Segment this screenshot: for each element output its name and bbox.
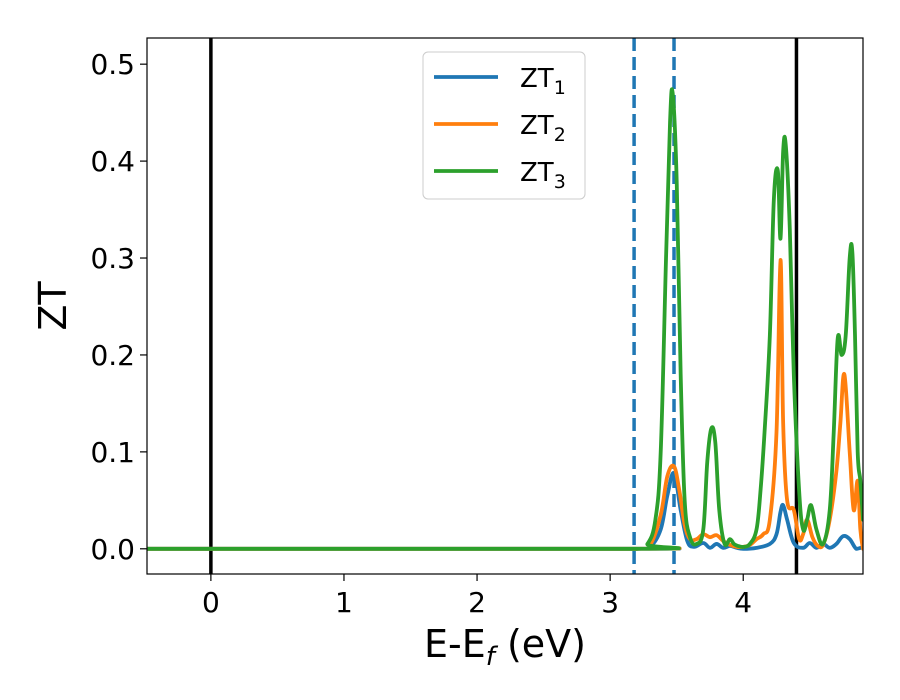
y-axis-label: ZT xyxy=(31,281,75,331)
x-axis-ticks: 0 1 2 3 4 xyxy=(202,574,752,619)
reference-lines xyxy=(209,38,799,574)
series-line-zt2 xyxy=(147,258,863,551)
legend-box xyxy=(422,51,586,200)
y-axis-ticks: 0.0 0.1 0.2 0.3 0.4 0.5 xyxy=(90,48,147,566)
y-tick-label: 0.1 xyxy=(90,436,135,469)
y-tick-label: 0.2 xyxy=(90,339,135,372)
series-line-zt3 xyxy=(147,87,863,551)
legend: ZT1 ZT2 ZT3 xyxy=(422,51,586,200)
x-tick-label: 1 xyxy=(335,586,353,619)
y-tick-label: 0.0 xyxy=(90,533,135,566)
legend-label-zt1: ZT1 xyxy=(520,64,566,99)
legend-label-zt2: ZT2 xyxy=(520,111,566,146)
y-tick-label: 0.5 xyxy=(90,48,135,81)
y-tick-label: 0.3 xyxy=(90,242,135,275)
y-tick-label: 0.4 xyxy=(90,145,135,178)
series-lines xyxy=(147,87,863,551)
x-tick-label: 3 xyxy=(601,586,619,619)
x-tick-label: 2 xyxy=(468,586,486,619)
legend-label-zt3: ZT3 xyxy=(520,158,566,193)
x-tick-label: 4 xyxy=(734,586,752,619)
x-axis-label: E-Ef (eV) xyxy=(424,622,586,672)
x-tick-label: 0 xyxy=(202,586,220,619)
plot-frame xyxy=(146,37,864,575)
